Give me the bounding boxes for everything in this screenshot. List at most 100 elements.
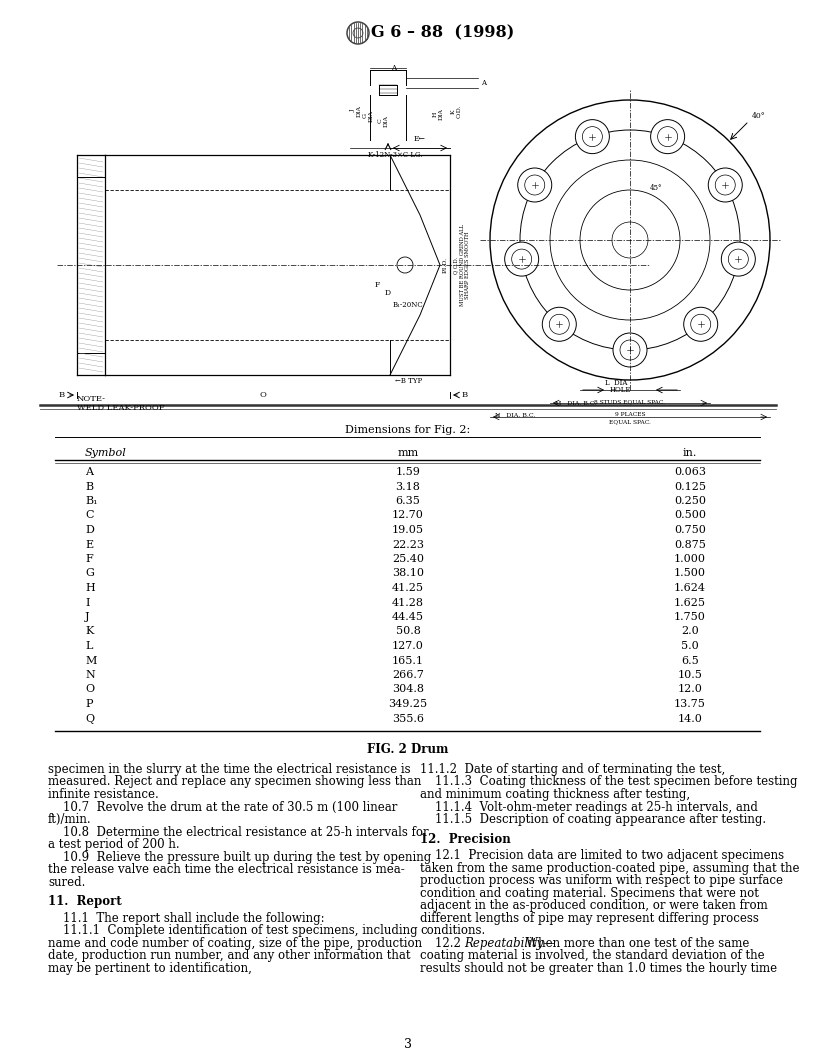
Text: 10.9  Relieve the pressure built up during the test by opening: 10.9 Relieve the pressure built up durin… bbox=[48, 850, 431, 864]
Text: 1.000: 1.000 bbox=[674, 554, 706, 564]
Text: K: K bbox=[85, 626, 93, 637]
Text: G
DIA: G DIA bbox=[362, 110, 374, 122]
Text: F: F bbox=[85, 554, 93, 564]
Circle shape bbox=[708, 168, 743, 202]
Text: 19.05: 19.05 bbox=[392, 525, 424, 535]
Text: sured.: sured. bbox=[48, 875, 86, 888]
Text: E←: E← bbox=[414, 135, 426, 143]
Text: O: O bbox=[85, 684, 94, 695]
Text: Q O.D.
MUST BE ROUND GRIND ALL
SHARP EDGES SMOOTH: Q O.D. MUST BE ROUND GRIND ALL SHARP EDG… bbox=[454, 224, 470, 306]
Text: specimen in the slurry at the time the electrical resistance is: specimen in the slurry at the time the e… bbox=[48, 763, 410, 776]
Text: EQUAL SPAC.: EQUAL SPAC. bbox=[609, 419, 651, 425]
Text: 3: 3 bbox=[404, 1038, 412, 1051]
Text: A: A bbox=[391, 64, 396, 72]
Text: different lengths of pipe may represent differing process: different lengths of pipe may represent … bbox=[420, 911, 759, 925]
Text: G 6 – 88  (1998): G 6 – 88 (1998) bbox=[371, 24, 514, 41]
Text: 13.75: 13.75 bbox=[674, 699, 706, 709]
Text: HOLE: HOLE bbox=[610, 386, 632, 394]
Text: 12.70: 12.70 bbox=[392, 510, 424, 521]
Text: Q: Q bbox=[85, 714, 94, 723]
Text: N: N bbox=[85, 670, 95, 680]
Text: infinite resistance.: infinite resistance. bbox=[48, 788, 159, 802]
Text: 1.59: 1.59 bbox=[396, 467, 420, 477]
Text: 12.2: 12.2 bbox=[420, 937, 468, 949]
Text: NOTE-
WELD LEAK-PROOF: NOTE- WELD LEAK-PROOF bbox=[77, 395, 165, 412]
Text: coating material is involved, the standard deviation of the: coating material is involved, the standa… bbox=[420, 949, 765, 962]
Text: C: C bbox=[85, 510, 94, 521]
Text: 11.1.3  Coating thickness of the test specimen before testing: 11.1.3 Coating thickness of the test spe… bbox=[420, 775, 797, 789]
Text: 304.8: 304.8 bbox=[392, 684, 424, 695]
Text: 41.28: 41.28 bbox=[392, 598, 424, 607]
Text: N   DIA. B.C.: N DIA. B.C. bbox=[495, 413, 535, 418]
Text: P.I.D.: P.I.D. bbox=[442, 257, 447, 274]
Text: B₁-20NC: B₁-20NC bbox=[393, 301, 424, 309]
Text: 11.1  The report shall include the following:: 11.1 The report shall include the follow… bbox=[48, 911, 325, 925]
Text: 14.0: 14.0 bbox=[677, 714, 703, 723]
Text: 0.500: 0.500 bbox=[674, 510, 706, 521]
Text: 1.500: 1.500 bbox=[674, 568, 706, 579]
Text: Symbol: Symbol bbox=[85, 448, 126, 458]
Text: B: B bbox=[59, 391, 65, 399]
Text: taken from the same production-coated pipe, assuming that the: taken from the same production-coated pi… bbox=[420, 862, 800, 874]
Text: M: M bbox=[85, 656, 96, 665]
Text: 349.25: 349.25 bbox=[388, 699, 428, 709]
Text: D: D bbox=[385, 289, 391, 297]
Text: 0.875: 0.875 bbox=[674, 540, 706, 549]
Text: D: D bbox=[85, 525, 94, 535]
Text: 165.1: 165.1 bbox=[392, 656, 424, 665]
Text: L: L bbox=[85, 641, 92, 650]
Text: 127.0: 127.0 bbox=[392, 641, 424, 650]
Text: production process was uniform with respect to pipe surface: production process was uniform with resp… bbox=[420, 874, 783, 887]
Text: J
DIA: J DIA bbox=[351, 105, 361, 117]
Circle shape bbox=[684, 307, 718, 341]
Text: 38.10: 38.10 bbox=[392, 568, 424, 579]
Text: Dimensions for Fig. 2:: Dimensions for Fig. 2: bbox=[345, 425, 471, 435]
Text: B: B bbox=[85, 482, 93, 491]
Text: 266.7: 266.7 bbox=[392, 670, 424, 680]
Text: mm: mm bbox=[397, 448, 419, 458]
Text: adjacent in the as-produced condition, or were taken from: adjacent in the as-produced condition, o… bbox=[420, 900, 768, 912]
Text: 2.0: 2.0 bbox=[681, 626, 698, 637]
Text: C
DIA: C DIA bbox=[378, 115, 388, 127]
Text: A: A bbox=[85, 467, 93, 477]
Text: 11.1.1  Complete identification of test specimens, including: 11.1.1 Complete identification of test s… bbox=[48, 924, 418, 938]
Text: a test period of 200 h.: a test period of 200 h. bbox=[48, 838, 180, 851]
Text: 45°: 45° bbox=[650, 184, 663, 192]
Text: 44.45: 44.45 bbox=[392, 612, 424, 622]
Text: the release valve each time the electrical resistance is mea-: the release valve each time the electric… bbox=[48, 863, 405, 876]
Text: 1.625: 1.625 bbox=[674, 598, 706, 607]
Text: Repeatability—: Repeatability— bbox=[464, 937, 555, 949]
Text: name and code number of coating, size of the pipe, production: name and code number of coating, size of… bbox=[48, 937, 422, 949]
Text: 41.25: 41.25 bbox=[392, 583, 424, 593]
Text: 12.1  Precision data are limited to two adjacent specimens: 12.1 Precision data are limited to two a… bbox=[420, 849, 784, 863]
Text: 3.18: 3.18 bbox=[396, 482, 420, 491]
Text: date, production run number, and any other information that: date, production run number, and any oth… bbox=[48, 949, 410, 962]
Text: 10.7  Revolve the drum at the rate of 30.5 m (100 linear: 10.7 Revolve the drum at the rate of 30.… bbox=[48, 800, 397, 813]
Text: in.: in. bbox=[683, 448, 697, 458]
Text: K
O.D.: K O.D. bbox=[450, 105, 461, 118]
Text: H
DIA: H DIA bbox=[432, 108, 443, 120]
Text: and minimum coating thickness after testing,: and minimum coating thickness after test… bbox=[420, 788, 690, 802]
Text: 6.5: 6.5 bbox=[681, 656, 698, 665]
Text: 0.250: 0.250 bbox=[674, 496, 706, 506]
Text: L  DIA: L DIA bbox=[605, 379, 628, 386]
Text: 11.1.2  Date of starting and of terminating the test,: 11.1.2 Date of starting and of terminati… bbox=[420, 763, 725, 776]
Text: 0.750: 0.750 bbox=[674, 525, 706, 535]
Text: B: B bbox=[462, 391, 468, 399]
Text: 1.750: 1.750 bbox=[674, 612, 706, 622]
Text: 40°: 40° bbox=[752, 112, 765, 120]
Text: O: O bbox=[259, 391, 267, 399]
Text: FIG. 2 Drum: FIG. 2 Drum bbox=[367, 743, 449, 756]
Text: ←B TYP: ←B TYP bbox=[395, 377, 422, 385]
Text: 22.23: 22.23 bbox=[392, 540, 424, 549]
Circle shape bbox=[517, 168, 552, 202]
Text: I: I bbox=[85, 598, 90, 607]
Text: may be pertinent to identification,: may be pertinent to identification, bbox=[48, 962, 252, 975]
Text: P: P bbox=[85, 699, 92, 709]
Text: K-12N-3×C LG.: K-12N-3×C LG. bbox=[368, 151, 422, 159]
Circle shape bbox=[613, 333, 647, 367]
Circle shape bbox=[353, 29, 363, 38]
Circle shape bbox=[504, 242, 539, 276]
Text: 10.5: 10.5 bbox=[677, 670, 703, 680]
Text: results should not be greater than 1.0 times the hourly time: results should not be greater than 1.0 t… bbox=[420, 962, 777, 975]
